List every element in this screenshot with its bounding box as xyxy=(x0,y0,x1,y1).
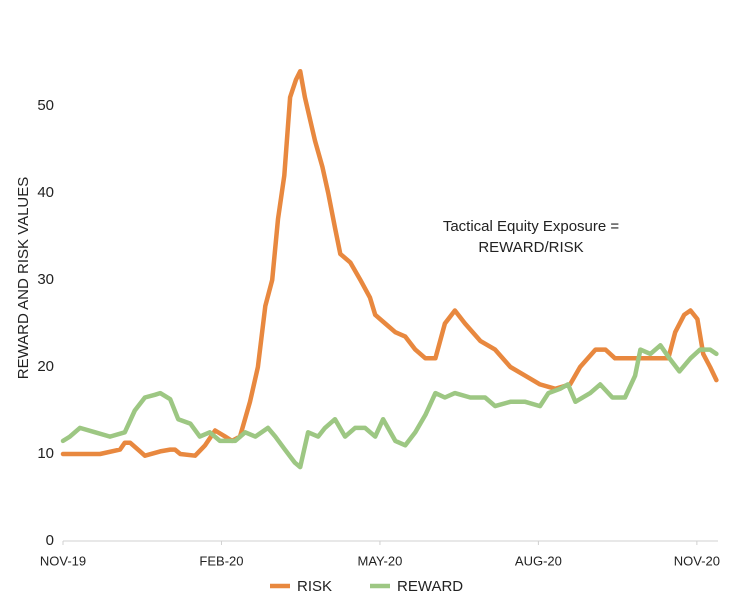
legend-label: RISK xyxy=(297,578,332,595)
y-tick-label: 40 xyxy=(37,184,54,201)
annotation: REWARD/RISK xyxy=(478,239,583,256)
x-tick-label: NOV-20 xyxy=(674,553,720,568)
y-tick-label: 30 xyxy=(37,271,54,288)
legend-label: REWARD xyxy=(397,578,463,595)
x-tick-label: MAY-20 xyxy=(358,553,403,568)
y-tick-label: 50 xyxy=(37,97,54,114)
x-tick-label: FEB-20 xyxy=(199,553,243,568)
y-tick-label: 10 xyxy=(37,445,54,462)
x-tick-label: AUG-20 xyxy=(515,553,562,568)
series-line xyxy=(60,343,719,470)
y-tick-label: 0 xyxy=(46,532,54,549)
y-axis-label: REWARD AND RISK VALUES xyxy=(15,177,32,380)
series-line xyxy=(60,68,719,458)
y-tick-label: 20 xyxy=(37,358,54,375)
x-tick-label: NOV-19 xyxy=(40,553,86,568)
annotation: Tactical Equity Exposure = xyxy=(443,218,620,235)
